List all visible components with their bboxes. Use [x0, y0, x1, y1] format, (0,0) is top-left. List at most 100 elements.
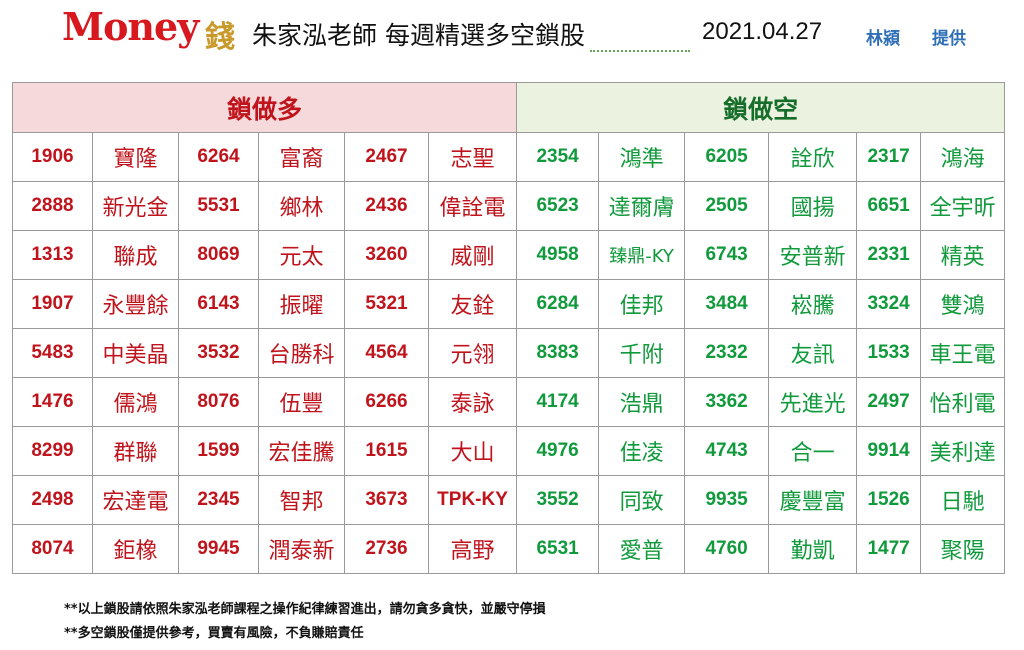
long-stock-code: 6264	[178, 132, 259, 182]
short-stock-code: 6205	[684, 132, 770, 182]
long-stock-code: 9945	[178, 524, 259, 574]
short-stock-code: 3362	[684, 377, 770, 427]
table-row: 1906 寶隆 6264 富裔 2467 志聖 2354 鴻準 6205 詮欣 2317 鴻海	[12, 132, 1006, 182]
long-stock-name: 聯成	[92, 230, 179, 280]
long-stock-code: 8069	[178, 230, 259, 280]
long-stock-code: 5483	[12, 328, 93, 378]
table-row: 8074 鉅橡 9945 潤泰新 2736 高野 6531 愛普 4760 勤凱 1477 聚陽	[12, 524, 1006, 574]
long-stock-name: 志聖	[427, 132, 518, 182]
report-date: 2021.04.27	[702, 18, 823, 45]
long-stock-name: 宏達電	[92, 475, 179, 525]
short-stock-code: 6523	[516, 181, 600, 231]
short-stock-name: 千附	[598, 328, 686, 378]
short-stock-code: 6743	[684, 230, 770, 280]
long-stock-name: 振曜	[258, 279, 345, 329]
long-stock-code: 8074	[12, 524, 93, 574]
long-stock-name: 伍豐	[258, 377, 345, 427]
long-stock-code: 2498	[12, 475, 93, 525]
long-stock-code: 1907	[12, 279, 93, 329]
long-stock-name: 智邦	[258, 475, 345, 525]
long-stock-name: 潤泰新	[258, 524, 345, 574]
short-stock-code: 6651	[856, 181, 922, 231]
short-stock-code: 3552	[516, 475, 600, 525]
long-stock-name: 台勝科	[258, 328, 345, 378]
long-stock-name: 泰詠	[427, 377, 518, 427]
short-stock-code: 6284	[516, 279, 600, 329]
short-stock-name: 安普新	[768, 230, 858, 280]
table-row: 1313 聯成 8069 元太 3260 威剛 4958 臻鼎-KY 6743 安普新 2331 精英	[12, 230, 1006, 280]
short-stock-name: 怡利電	[920, 377, 1006, 427]
credit-label: 提供	[932, 29, 966, 49]
short-stock-name: 崧騰	[768, 279, 858, 329]
long-stock-name: 友銓	[427, 279, 518, 329]
short-stock-code: 6531	[516, 524, 600, 574]
disclaimer-note-1: **以上鎖股請依照朱家泓老師課程之操作紀律練習進出，請勿貪多貪快，並嚴守停損	[64, 602, 546, 617]
short-stock-name: 詮欣	[768, 132, 858, 182]
short-stock-code: 2317	[856, 132, 922, 182]
long-stock-code: 1599	[178, 426, 259, 476]
long-stock-name: 儒鴻	[92, 377, 179, 427]
short-stock-name: 雙鴻	[920, 279, 1006, 329]
short-stock-name: 愛普	[598, 524, 686, 574]
disclaimer-note-2: **多空鎖股僅提供參考，買賣有風險，不負賺賠責任	[64, 626, 364, 641]
disclaimer-notes: **以上鎖股請依照朱家泓老師課程之操作紀律練習進出，請勿貪多貪快，並嚴守停損 *…	[64, 598, 546, 646]
short-stock-name: 鴻準	[598, 132, 686, 182]
long-header: 鎖做多	[11, 82, 518, 133]
long-stock-code: 3673	[344, 475, 429, 525]
long-stock-code: 2467	[344, 132, 429, 182]
long-stock-name: 大山	[427, 426, 518, 476]
table-header-row: 鎖做多 鎖做空	[11, 82, 1006, 133]
long-stock-name: 鄉林	[258, 181, 345, 231]
long-stock-code: 1906	[12, 132, 93, 182]
short-stock-name: 慶豐富	[768, 475, 858, 525]
long-stock-name: 元太	[258, 230, 345, 280]
short-stock-code: 4958	[516, 230, 600, 280]
long-stock-code: 4564	[344, 328, 429, 378]
long-stock-code: 8076	[178, 377, 259, 427]
long-stock-name: 元翎	[427, 328, 518, 378]
credit-name: 林潁	[866, 29, 900, 49]
long-stock-name: 寶隆	[92, 132, 179, 182]
table-row: 8299 群聯 1599 宏佳騰 1615 大山 4976 佳凌 4743 合一 9914 美利達	[12, 426, 1006, 476]
long-stock-name: 宏佳騰	[258, 426, 345, 476]
short-stock-name: 友訊	[768, 328, 858, 378]
short-stock-name: 佳邦	[598, 279, 686, 329]
long-stock-code: 1476	[12, 377, 93, 427]
short-stock-code: 4976	[516, 426, 600, 476]
short-stock-code: 3324	[856, 279, 922, 329]
long-stock-name: 富裔	[258, 132, 345, 182]
short-stock-name: 合一	[768, 426, 858, 476]
long-stock-name: 鉅橡	[92, 524, 179, 574]
short-stock-code: 3484	[684, 279, 770, 329]
short-stock-name: 國揚	[768, 181, 858, 231]
short-stock-code: 9935	[684, 475, 770, 525]
short-stock-name: 勤凱	[768, 524, 858, 574]
title-underline	[590, 50, 690, 52]
long-stock-code: 2345	[178, 475, 259, 525]
long-stock-name: 偉詮電	[427, 181, 518, 231]
long-stock-name: 群聯	[92, 426, 179, 476]
short-stock-code: 9914	[856, 426, 922, 476]
short-stock-name: 佳凌	[598, 426, 686, 476]
table-row: 2888 新光金 5531 鄉林 2436 偉詮電 6523 達爾膚 2505 國揚 6651 全宇昕	[12, 181, 1006, 231]
table-row: 1907 永豐餘 6143 振曜 5321 友銓 6284 佳邦 3484 崧騰 3324 雙鴻	[12, 279, 1006, 329]
long-stock-code: 3532	[178, 328, 259, 378]
short-stock-name: 美利達	[920, 426, 1006, 476]
short-stock-code: 1526	[856, 475, 922, 525]
short-stock-code: 2497	[856, 377, 922, 427]
short-header: 鎖做空	[516, 82, 1006, 133]
short-stock-code: 1533	[856, 328, 922, 378]
long-stock-code: 3260	[344, 230, 429, 280]
short-stock-name: 同致	[598, 475, 686, 525]
table-row: 5483 中美晶 3532 台勝科 4564 元翎 8383 千附 2332 友訊 1533 車王電	[12, 328, 1006, 378]
short-stock-name: 先進光	[768, 377, 858, 427]
header: Money 錢 朱家泓老師 每週精選多空鎖股 2021.04.27 林潁 提供	[0, 0, 1024, 70]
long-stock-code: 2436	[344, 181, 429, 231]
long-stock-code: 5531	[178, 181, 259, 231]
short-stock-name: 達爾膚	[598, 181, 686, 231]
short-stock-code: 8383	[516, 328, 600, 378]
short-stock-name: 聚陽	[920, 524, 1006, 574]
short-stock-code: 2332	[684, 328, 770, 378]
short-stock-name: 全宇昕	[920, 181, 1006, 231]
long-stock-code: 6266	[344, 377, 429, 427]
